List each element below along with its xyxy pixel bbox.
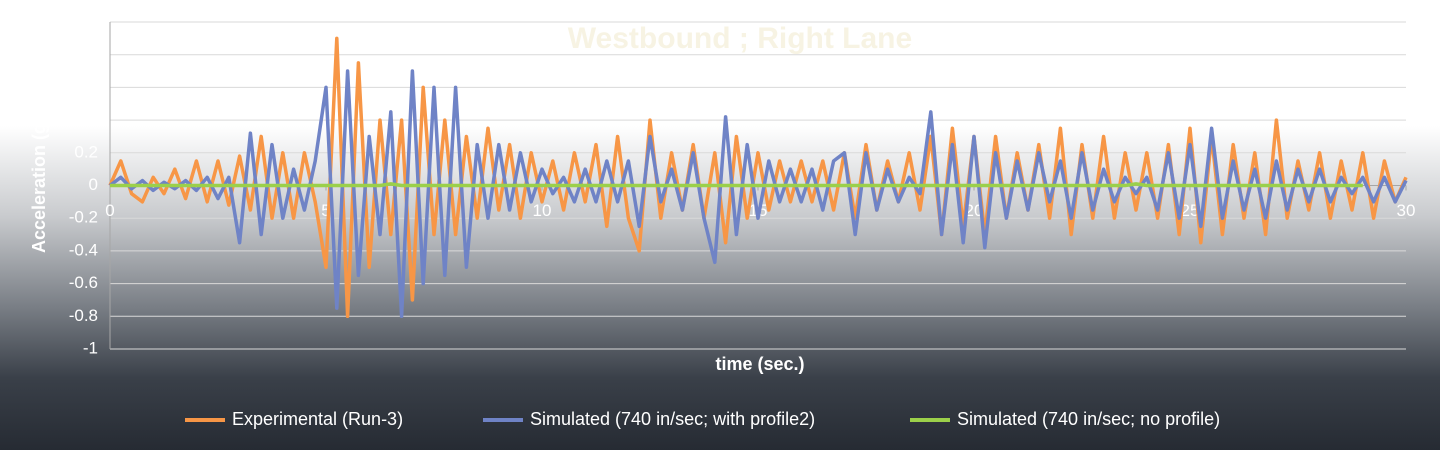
y-tick-label: -1	[83, 338, 98, 357]
y-tick-label: -0.2	[69, 208, 98, 227]
data-line	[110, 182, 1363, 188]
x-tick-label: 10	[533, 201, 552, 220]
y-tick-label: 0.2	[74, 142, 98, 161]
legend-label: Simulated (740 in/sec; no profile)	[957, 409, 1220, 429]
y-tick-label: 0.4	[74, 110, 98, 129]
x-tick-label: 30	[1397, 201, 1416, 220]
x-axis-label: time (sec.)	[715, 354, 804, 374]
y-tick-label: -0.4	[69, 240, 98, 259]
y-tick-label: -0.6	[69, 273, 98, 292]
y-tick-label: 1	[89, 11, 98, 30]
y-tick-label: 0.8	[74, 44, 98, 63]
chart-title: Westbound ; Right Lane	[568, 22, 912, 55]
y-tick-label: -0.8	[69, 306, 98, 325]
legend-label: Experimental (Run-3)	[232, 409, 403, 429]
data-line	[108, 36, 1408, 319]
legend-label: Simulated (740 in/sec; with profile2)	[530, 409, 815, 429]
y-axis-label: Acceleration (g)	[29, 117, 49, 253]
y-tick-label: 0	[89, 175, 98, 194]
x-tick-label: 20	[965, 201, 984, 220]
x-tick-label: 5	[321, 201, 330, 220]
data-line	[108, 69, 1408, 319]
x-tick-label: 0	[105, 201, 114, 220]
y-tick-label: 0.6	[74, 77, 98, 96]
x-tick-label: 25	[1181, 201, 1200, 220]
